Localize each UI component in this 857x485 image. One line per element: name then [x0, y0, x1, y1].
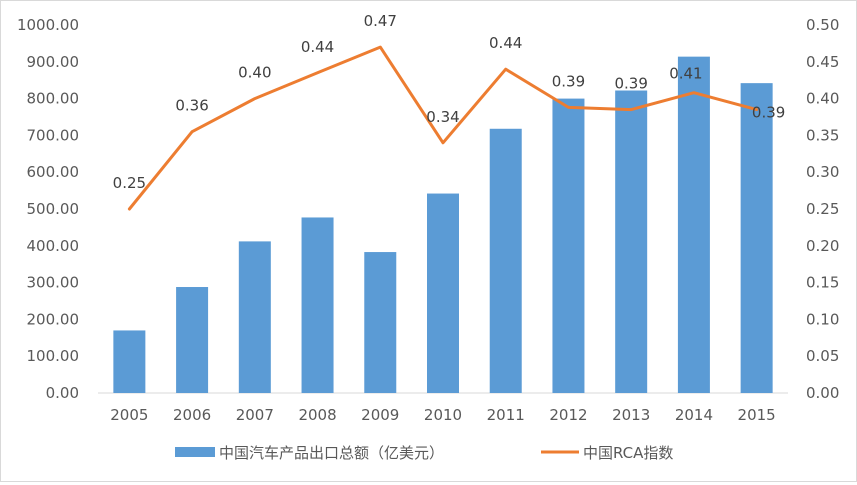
y-left-tick-label: 600.00 — [27, 163, 80, 181]
bar — [364, 252, 397, 393]
data-labels: 0.25 0.36 0.40 0.44 0.47 0.34 0.44 0.39 0.39 0.41… — [113, 12, 786, 192]
y-left-tick-label: 400.00 — [27, 237, 80, 255]
y-right-tick-label: 0.30 — [806, 163, 839, 181]
x-tick-label: 2012 — [549, 406, 587, 424]
bar — [615, 90, 648, 393]
y-right-tick-label: 0.50 — [806, 16, 839, 34]
bar — [301, 217, 334, 393]
y-left-tick-label: 500.00 — [27, 200, 80, 218]
rca-data-label: 0.41 — [669, 65, 702, 83]
bar — [427, 193, 459, 393]
x-tick-label: 2011 — [487, 406, 525, 424]
y-right-tick-label: 0.25 — [806, 200, 839, 218]
y-right-tick-label: 0.05 — [806, 347, 839, 365]
y-right-tick-label: 0.00 — [806, 384, 839, 402]
y-left-tick-label: 100.00 — [27, 347, 80, 365]
x-tick-label: 2007 — [236, 406, 274, 424]
legend-swatch-bar — [175, 447, 215, 457]
x-tick-label: 2006 — [173, 406, 211, 424]
rca-data-label: 0.47 — [364, 12, 397, 30]
y-left-tick-label: 200.00 — [27, 310, 80, 328]
x-tick-label: 2005 — [110, 406, 148, 424]
rca-data-label: 0.34 — [426, 108, 459, 126]
rca-data-label: 0.25 — [113, 174, 146, 192]
x-tick-label: 2010 — [424, 406, 462, 424]
rca-data-label: 0.44 — [489, 34, 522, 52]
bar — [176, 287, 209, 393]
y-right-tick-label: 0.40 — [806, 90, 839, 108]
y-right-tick-label: 0.10 — [806, 310, 839, 328]
rca-data-label: 0.39 — [614, 75, 647, 93]
rca-line — [127, 45, 759, 211]
y-left-tick-label: 900.00 — [27, 53, 80, 71]
line-series — [127, 45, 759, 211]
bar — [740, 83, 773, 394]
y-right-tick-label: 0.20 — [806, 237, 839, 255]
x-tick-label: 2013 — [612, 406, 650, 424]
bar — [113, 330, 146, 393]
x-tick-label: 2008 — [298, 406, 336, 424]
y-left-tick-label: 1000.00 — [17, 16, 79, 34]
y-right-tick-label: 0.35 — [806, 126, 839, 144]
bar — [677, 56, 710, 393]
y-left-tick-label: 800.00 — [27, 90, 80, 108]
y-left-tick-label: 700.00 — [27, 126, 80, 144]
legend: 中国汽车产品出口总额（亿美元） 中国RCA指数 — [175, 444, 673, 462]
y-left-tick-label: 0.00 — [46, 384, 79, 402]
rca-data-label: 0.39 — [552, 72, 585, 90]
rca-data-label: 0.40 — [238, 64, 271, 82]
rca-data-label: 0.36 — [175, 97, 208, 115]
axes: 0.00 100.00 200.00 300.00 400.00 500.00 600.00… — [17, 16, 839, 424]
bar — [238, 241, 271, 393]
y-right-tick-label: 0.15 — [806, 274, 839, 292]
bar — [552, 98, 585, 393]
y-right-tick-label: 0.45 — [806, 53, 839, 71]
rca-data-label: 0.44 — [301, 38, 334, 56]
rca-data-label: 0.39 — [752, 104, 785, 122]
bar — [489, 128, 522, 393]
legend-label-line: 中国RCA指数 — [583, 444, 673, 462]
bar-series — [113, 56, 773, 394]
y-left-tick-label: 300.00 — [27, 274, 80, 292]
x-tick-label: 2015 — [738, 406, 776, 424]
legend-label-bar: 中国汽车产品出口总额（亿美元） — [219, 444, 444, 462]
x-tick-label: 2009 — [361, 406, 399, 424]
x-tick-label: 2014 — [675, 406, 713, 424]
